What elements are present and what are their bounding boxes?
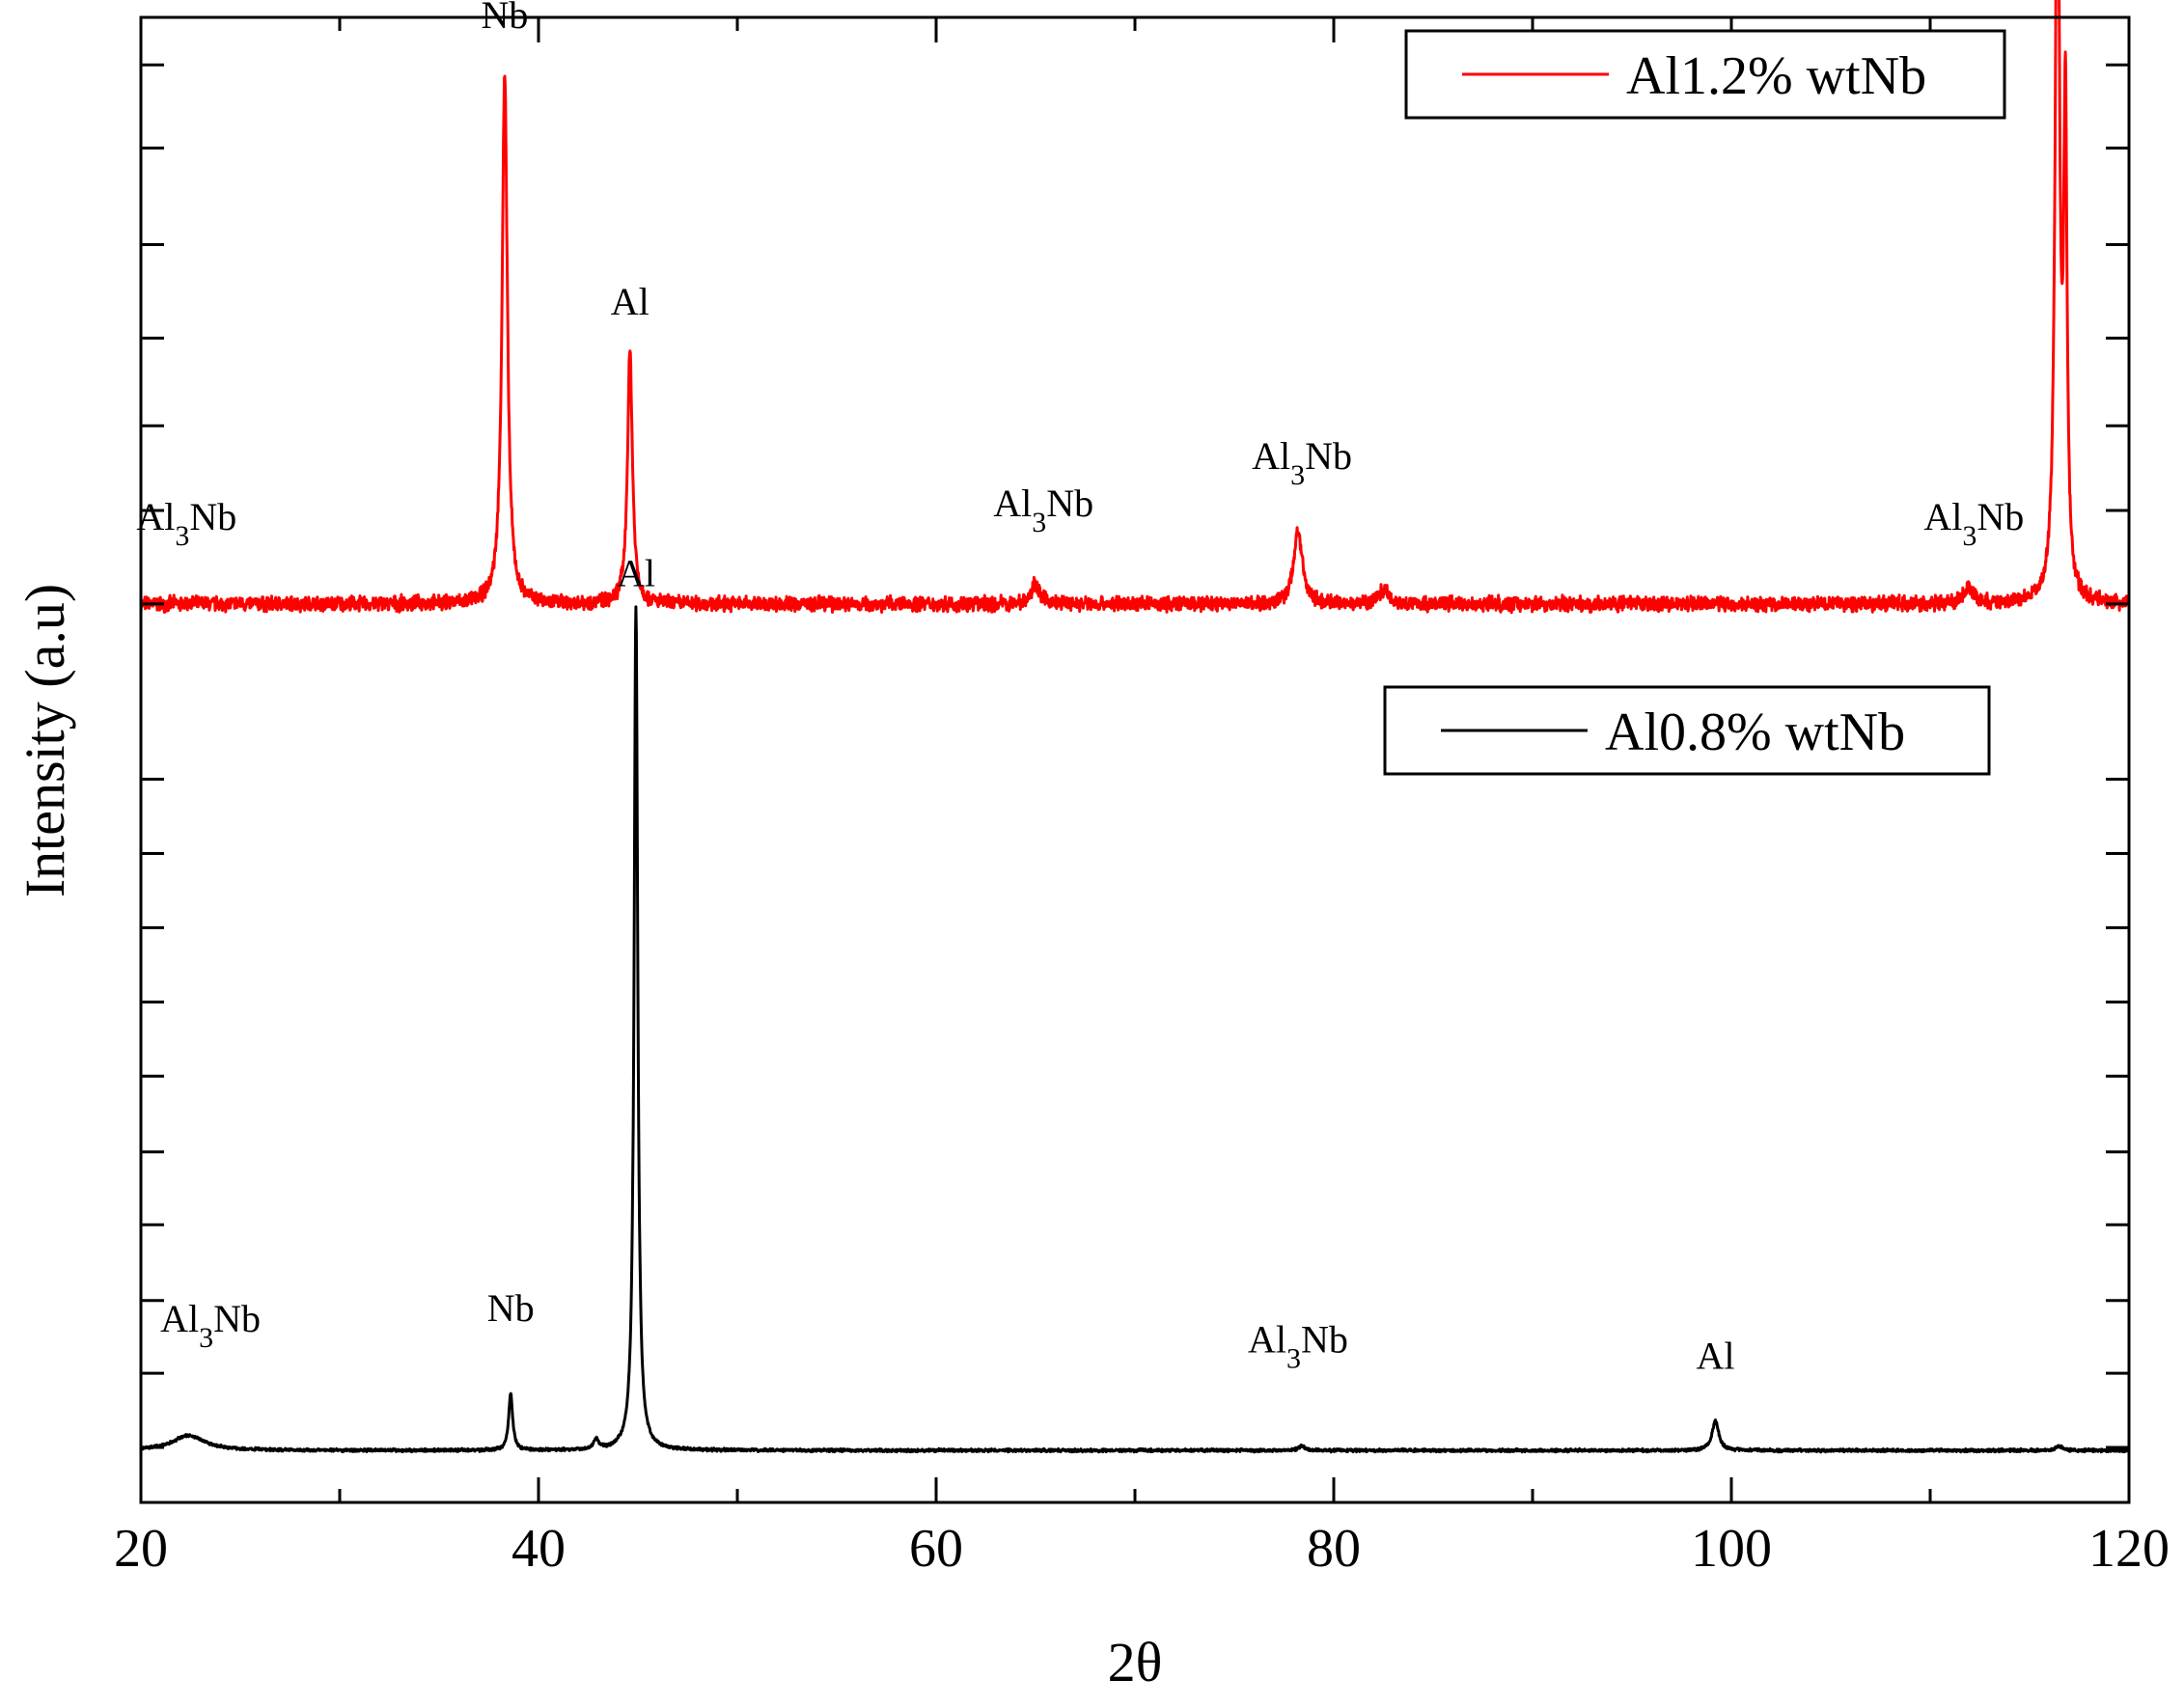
peak-label: Al3Nb — [1252, 434, 1352, 491]
x-tick-label: 40 — [511, 1519, 566, 1579]
peak-label: Al3Nb — [993, 482, 1093, 538]
x-tick-label: 80 — [1307, 1519, 1361, 1579]
x-tick-label: 120 — [2088, 1519, 2170, 1579]
annotation-layer: Al3Nb Nb Al Al3Nb Al3Nb Al3Nb Al3Nb Al3Nb Nb Al Al… — [136, 0, 2024, 1377]
legend-layer: Al1.2% wtNb Al0.8% wtNb — [1383, 29, 2006, 776]
series-line-top — [139, 0, 2131, 615]
peak-label: Nb — [482, 0, 529, 37]
peak-label: Al — [617, 551, 655, 594]
x-tick-label: 20 — [114, 1519, 168, 1579]
axes-layer: 20 40 60 80 100 120 2θ Intensity (a.u) — [14, 15, 2170, 1693]
plot-layer — [139, 0, 2131, 1454]
legend-label: Al0.8% wtNb — [1605, 702, 1905, 762]
peak-label: Al3Nb — [160, 1297, 261, 1354]
peak-label: Al — [611, 280, 650, 323]
x-tick-label: 100 — [1691, 1519, 1772, 1579]
series-line-bottom — [139, 605, 2131, 1454]
x-axis-title: 2θ — [1108, 1631, 1163, 1693]
legend-box — [1383, 685, 1991, 776]
peak-label: Al3Nb — [1248, 1318, 1348, 1375]
legend-label: Al1.2% wtNb — [1626, 46, 1926, 106]
x-tick-label: 60 — [909, 1519, 963, 1579]
peak-label: Al — [1697, 1334, 1735, 1377]
peak-label: Al3Nb — [1923, 495, 2024, 552]
peak-label: Nb — [487, 1286, 535, 1330]
y-axis-title: Intensity (a.u) — [14, 584, 76, 897]
peak-label: Al3Nb — [136, 495, 236, 552]
